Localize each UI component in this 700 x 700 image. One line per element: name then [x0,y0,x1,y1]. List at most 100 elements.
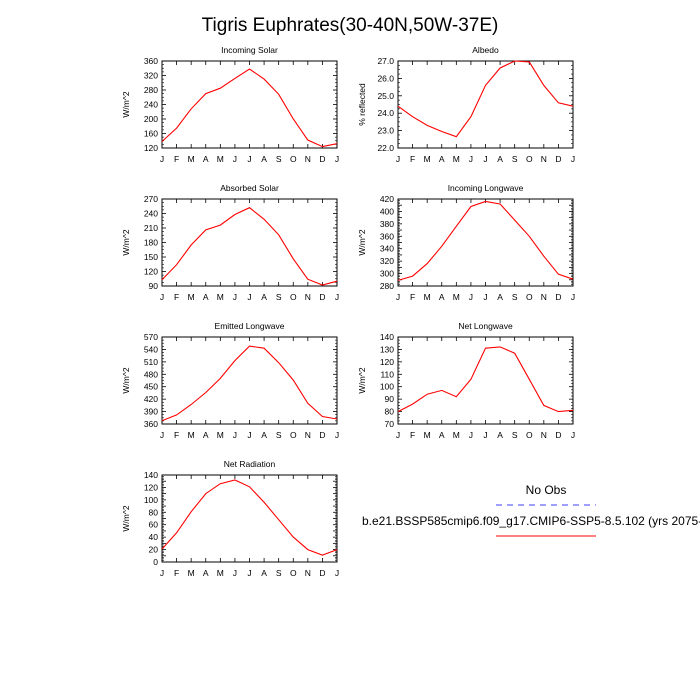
y-tick-label: 320 [144,71,158,81]
plot-frame [397,336,574,425]
x-tick-label: M [217,154,224,164]
x-tick-label: S [512,154,518,164]
y-tick-label: 320 [380,256,394,266]
y-tick-label: 140 [144,470,158,480]
x-tick-label: J [247,154,251,164]
panel-title: Incoming Solar [221,45,278,55]
y-tick-label: 240 [144,100,158,110]
series-line [161,207,338,286]
x-tick-label: N [305,430,311,440]
y-tick-label: 120 [144,267,158,277]
panel-title: Incoming Longwave [448,183,524,193]
y-tick-label: 22.0 [377,143,394,153]
x-tick-label: J [571,154,575,164]
y-tick-label: 400 [380,206,394,216]
x-tick-label: M [188,292,195,302]
x-tick-label: A [497,430,503,440]
y-tick-label: 60 [149,520,159,530]
x-tick-label: O [526,154,533,164]
x-tick-label: M [453,430,460,440]
x-tick-label: J [160,568,164,578]
y-axis-label: % reflected [357,83,367,126]
x-tick-label: N [541,292,547,302]
x-tick-label: D [319,154,325,164]
x-tick-label: A [439,430,445,440]
x-tick-label: M [217,568,224,578]
x-tick-label: J [233,292,237,302]
plot-frame [161,60,338,149]
x-tick-label: N [541,430,547,440]
y-axis-label: W/m^2 [121,229,131,255]
x-tick-label: J [335,568,339,578]
x-tick-label: F [410,292,415,302]
y-tick-label: 70 [385,419,395,429]
x-tick-label: S [276,292,282,302]
x-tick-label: A [203,292,209,302]
x-tick-label: M [424,430,431,440]
y-tick-label: 110 [380,369,394,379]
x-tick-label: M [424,154,431,164]
series-line [161,479,338,556]
panel-title: Albedo [472,45,499,55]
x-tick-label: O [290,430,297,440]
y-axis-label: W/m^2 [357,367,367,393]
y-tick-label: 120 [380,357,394,367]
x-tick-label: J [160,430,164,440]
x-tick-label: J [469,430,473,440]
y-tick-label: 120 [144,143,158,153]
x-tick-label: J [233,154,237,164]
panel-title: Absorbed Solar [220,183,279,193]
x-tick-label: O [526,292,533,302]
x-tick-label: A [261,568,267,578]
y-axis-label: W/m^2 [357,229,367,255]
x-tick-label: F [410,430,415,440]
x-tick-label: M [453,154,460,164]
x-tick-label: A [497,292,503,302]
x-tick-label: F [174,568,179,578]
legend-obs-label: No Obs [526,483,567,497]
x-tick-label: A [439,154,445,164]
series-line [397,60,574,138]
x-tick-label: N [305,292,311,302]
x-tick-label: J [469,154,473,164]
x-tick-label: J [396,292,400,302]
y-tick-label: 300 [380,269,394,279]
y-axis-label: W/m^2 [121,367,131,393]
y-tick-label: 280 [380,281,394,291]
figure-title: Tigris Euphrates(30-40N,50W-37E) [202,15,499,36]
x-tick-label: S [276,568,282,578]
x-tick-label: D [555,154,561,164]
x-tick-label: A [261,154,267,164]
x-tick-label: J [233,430,237,440]
legend-model-label: b.e21.BSSP585cmip6.f09_g17.CMIP6-SSP5-8.… [362,514,700,528]
x-tick-label: J [247,292,251,302]
y-tick-label: 210 [144,223,158,233]
y-tick-label: 200 [144,114,158,124]
y-tick-label: 100 [144,495,158,505]
x-tick-label: A [261,292,267,302]
y-tick-label: 160 [144,129,158,139]
x-tick-label: J [160,292,164,302]
series-line [397,346,574,413]
x-tick-label: J [396,154,400,164]
y-tick-label: 390 [144,407,158,417]
y-axis-label: W/m^2 [121,505,131,531]
y-tick-label: 120 [144,482,158,492]
y-tick-label: 26.0 [377,73,394,83]
x-tick-label: J [571,292,575,302]
y-tick-label: 360 [380,231,394,241]
x-tick-label: D [555,292,561,302]
y-tick-label: 100 [380,382,394,392]
x-tick-label: M [188,430,195,440]
y-tick-label: 20 [149,545,159,555]
x-tick-label: J [335,430,339,440]
panel-title: Emitted Longwave [215,321,285,331]
y-tick-label: 420 [380,194,394,204]
x-tick-label: S [276,430,282,440]
x-tick-label: S [512,430,518,440]
